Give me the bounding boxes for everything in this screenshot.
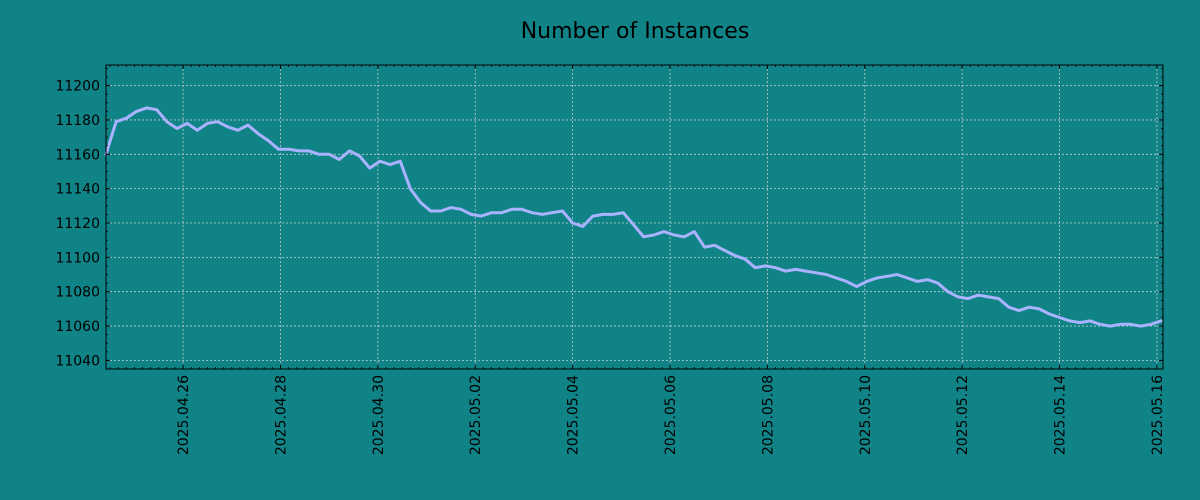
x-tick-label: 2025.04.28 <box>273 375 289 455</box>
grid-layer <box>106 65 1163 369</box>
y-tick-label: 11080 <box>55 285 100 301</box>
x-tick-label: 2025.04.26 <box>176 375 192 455</box>
series-layer <box>104 106 1163 328</box>
x-tick-label: 2025.04.30 <box>371 375 387 455</box>
y-tick-label: 11120 <box>55 216 100 232</box>
y-tick-label: 11100 <box>55 250 100 266</box>
series-line-0 <box>104 106 1163 328</box>
y-tick-label: 11160 <box>55 147 100 163</box>
y-tick-label: 11040 <box>55 353 100 369</box>
x-tick-label: 2025.05.16 <box>1150 375 1166 455</box>
plot-area-frame <box>105 64 1164 370</box>
x-tick-label: 2025.05.04 <box>566 375 582 455</box>
x-tick-label: 2025.05.06 <box>663 375 679 455</box>
y-tick-label: 11140 <box>55 182 100 198</box>
y-tick-label: 11180 <box>55 113 100 129</box>
chart-title: Number of Instances <box>521 19 750 44</box>
x-tick-label: 2025.05.08 <box>760 375 776 455</box>
y-tick-label: 11200 <box>55 79 100 95</box>
x-tick-label: 2025.05.02 <box>468 375 484 455</box>
x-tick-label: 2025.05.10 <box>858 375 874 455</box>
x-tick-label: 2025.05.12 <box>955 375 971 455</box>
x-tick-label: 2025.05.14 <box>1053 375 1069 455</box>
y-tick-label: 11060 <box>55 319 100 335</box>
tick-layer: 11040 11060 11080 11100 11120 11140 11160 11180… <box>55 65 1166 455</box>
